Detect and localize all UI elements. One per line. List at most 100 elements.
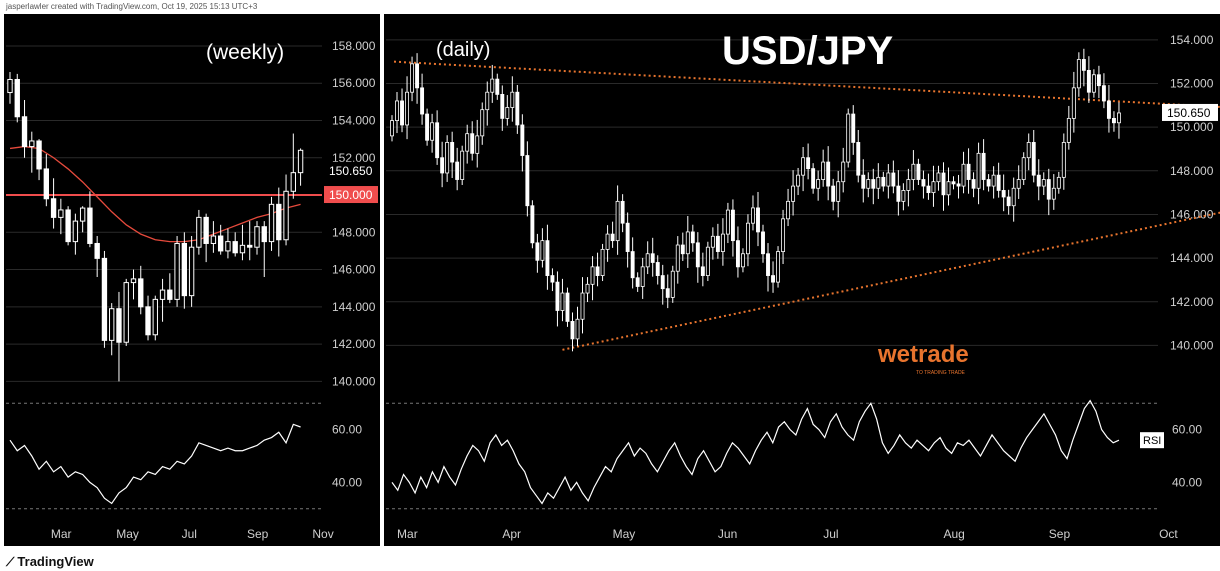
- candle-body: [645, 253, 650, 268]
- candle-body: [735, 240, 740, 268]
- candle-body: [43, 168, 50, 200]
- candle-body: [36, 140, 42, 170]
- candle-body: [495, 78, 500, 95]
- candle-body: [21, 116, 28, 148]
- candle-body: [181, 242, 188, 297]
- candle-body: [841, 161, 846, 183]
- candle-body: [861, 174, 866, 189]
- x-tick-label: Jun: [718, 527, 737, 541]
- candle-body: [811, 168, 816, 189]
- y-tick-label: 148.000: [332, 225, 376, 239]
- candle-body: [610, 233, 615, 242]
- candle-body: [715, 235, 720, 252]
- candle-body: [254, 226, 260, 248]
- candle-body: [640, 266, 645, 287]
- candle-body: [1061, 142, 1066, 178]
- candle-body: [635, 277, 640, 287]
- candle-body: [232, 241, 238, 254]
- candle-body: [188, 246, 195, 297]
- candle-body: [540, 240, 545, 261]
- candle-body: [159, 289, 166, 300]
- candle-body: [931, 181, 936, 194]
- candle-body: [152, 298, 158, 336]
- candle-body: [87, 207, 93, 244]
- rsi-label-bg: [1140, 432, 1164, 449]
- candle-body: [72, 220, 79, 243]
- y-tick-label: 154.000: [332, 113, 376, 127]
- candle-body: [7, 78, 13, 94]
- candle-body: [430, 122, 435, 141]
- price-label: 150.650: [1167, 106, 1211, 120]
- y-tick-label: 140.000: [1170, 338, 1214, 352]
- candle-body: [239, 244, 246, 254]
- candle-body: [866, 179, 871, 189]
- candle-body: [585, 283, 590, 294]
- candle-body: [1106, 100, 1111, 119]
- candle-body: [730, 209, 735, 242]
- candle-body: [167, 289, 173, 300]
- candle-body: [410, 63, 415, 93]
- candle-body: [1091, 74, 1096, 93]
- chart-title: USD/JPY: [722, 29, 893, 73]
- candle-body: [65, 209, 71, 243]
- candle-body: [655, 262, 660, 276]
- tradingview-footer[interactable]: ⟋ TradingView: [6, 554, 94, 570]
- watermark-brand: wetrade: [877, 341, 969, 368]
- moving-average-line: [9, 145, 301, 243]
- tradingview-logo-icon: ⟋: [6, 555, 15, 569]
- y-tick-label: 146.000: [1170, 207, 1214, 221]
- candle-body: [1117, 112, 1121, 124]
- candle-body: [101, 257, 108, 341]
- candle-body: [996, 174, 1001, 191]
- candle-body: [725, 209, 730, 235]
- candle-body: [710, 235, 715, 248]
- x-tick-label: Nov: [312, 527, 333, 541]
- x-tick-label: May: [613, 527, 636, 541]
- rsi-tick-label: 60.00: [332, 423, 362, 437]
- candle-body: [1071, 87, 1076, 119]
- candle-body: [520, 124, 525, 156]
- footer-brand: TradingView: [17, 554, 94, 569]
- candle-body: [816, 179, 821, 189]
- weekly-chart-panel[interactable]: 140.000 142.000 144.000 146.000 148.000 150.0…: [4, 14, 380, 546]
- x-tick-label: Jul: [182, 527, 197, 541]
- candle-body: [1021, 157, 1026, 180]
- candle-body: [991, 174, 996, 187]
- candle-body: [138, 278, 144, 308]
- rsi-line: [391, 399, 1120, 505]
- candle-body: [445, 142, 450, 174]
- y-tick-label: 140.000: [332, 374, 376, 388]
- candle-body: [1016, 179, 1021, 189]
- candle-body: [545, 240, 550, 276]
- x-tick-label: Sep: [1049, 527, 1071, 541]
- daily-chart-panel[interactable]: 140.000 142.000 144.000 146.000 148.000 150.0…: [384, 14, 1220, 546]
- candle-body: [130, 278, 137, 284]
- candle-body: [530, 205, 535, 244]
- candle-body: [791, 185, 796, 202]
- candle-body: [465, 133, 470, 152]
- candle-body: [916, 163, 921, 180]
- candle-body: [1046, 179, 1051, 200]
- candle-body: [1081, 59, 1086, 71]
- candle-body: [555, 281, 560, 311]
- candle-body: [911, 163, 916, 180]
- x-tick-label: May: [116, 527, 139, 541]
- candle-body: [630, 251, 635, 279]
- candle-body: [1031, 142, 1036, 176]
- candle-body: [986, 179, 991, 187]
- candle-body: [981, 152, 986, 180]
- candle-body: [455, 161, 460, 180]
- y-tick-label: 152.000: [1170, 76, 1214, 90]
- candle-body: [570, 321, 575, 340]
- candle-body: [776, 251, 780, 283]
- candle-body: [480, 109, 485, 137]
- weekly-chart-svg: 140.000 142.000 144.000 146.000 148.000 150.0…: [6, 39, 378, 541]
- candle-body: [971, 179, 976, 189]
- candle-body: [1001, 190, 1006, 198]
- candle-body: [415, 63, 420, 89]
- candle-body: [1036, 174, 1041, 187]
- level-label: 150.000: [329, 188, 373, 202]
- candle-body: [826, 161, 831, 187]
- candle-body: [490, 78, 495, 93]
- y-tick-label: 144.000: [332, 300, 376, 314]
